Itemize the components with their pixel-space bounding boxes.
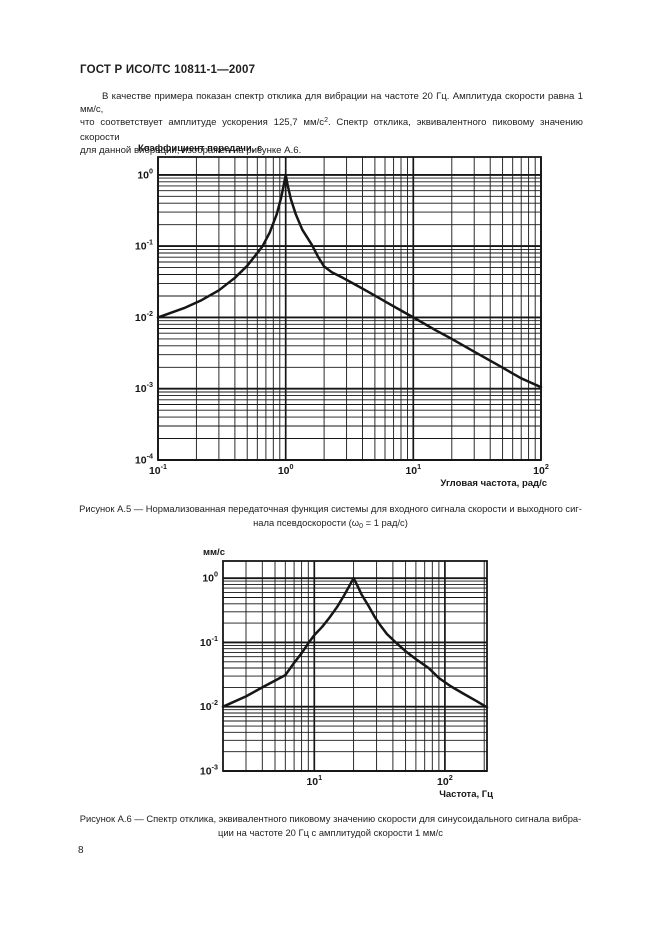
svg-text:100: 100: [278, 462, 294, 477]
svg-text:10-1: 10-1: [200, 634, 218, 649]
x-axis-title: Частота, Гц: [439, 789, 493, 800]
svg-text:10-1: 10-1: [149, 462, 167, 477]
svg-text:10-2: 10-2: [135, 309, 153, 324]
svg-text:101: 101: [405, 462, 421, 477]
plot-frame: [157, 156, 542, 461]
paragraph-line-1: В качестве примера показан спектр отклик…: [80, 91, 583, 116]
y-tick-labels: 100 10-1 10-2 10-3: [200, 570, 218, 778]
svg-text:10-2: 10-2: [200, 698, 218, 713]
x-tick-labels: 101 102: [306, 773, 452, 788]
grid-horizontal: [158, 173, 541, 461]
y-axis-title: Коэффициент передачи, с: [138, 143, 262, 154]
svg-text:10-3: 10-3: [135, 380, 153, 395]
figure-a6-plot: 101 102 100 10-1 10-2 10-3 мм/с Частота, Гц: [200, 547, 493, 800]
intro-paragraph: В качестве примера показан спектр отклик…: [80, 90, 583, 157]
superscript: 2: [324, 116, 328, 124]
page-number: 8: [78, 845, 84, 856]
x-axis-title: Угловая частота, рад/с: [440, 478, 547, 489]
svg-text:102: 102: [437, 773, 453, 788]
svg-text:10-3: 10-3: [200, 763, 218, 778]
caption-a5-line-2: нала псевдоскорости (ω0 = 1 рад/с): [253, 516, 408, 531]
y-axis-title: мм/с: [203, 547, 225, 558]
caption-a5-line-1: Рисунок А.5 — Нормализованная передаточн…: [79, 503, 582, 514]
svg-text:10-1: 10-1: [135, 238, 153, 253]
svg-text:100: 100: [202, 570, 218, 585]
plot-frame: [222, 560, 488, 772]
figure-a5-plot: 10-1 100 101 10210010-110-210-310-4Коэффици…: [135, 143, 549, 489]
grid-vertical: [157, 157, 542, 460]
response-curve: [221, 576, 489, 709]
paragraph-line-2: что соответствует амплитуде ускорения 12…: [80, 116, 583, 143]
subscript: 0: [359, 523, 364, 530]
caption-a6-line-1: Рисунок А.6 — Спектр отклика, эквивалент…: [79, 813, 582, 824]
paragraph-line-3: для данной вибрации, изображен на рисунк…: [80, 144, 302, 156]
svg-text:102: 102: [533, 462, 549, 477]
figure-a5-caption: Рисунок А.5 — Нормализованная передаточн…: [60, 502, 601, 531]
x-tick-labels: 10-1 100 101 102: [149, 462, 549, 477]
response-curve: [156, 173, 543, 389]
svg-text:100: 100: [137, 166, 153, 181]
svg-text:101: 101: [306, 773, 322, 788]
figure-a6-caption: Рисунок А.6 — Спектр отклика, эквивалент…: [60, 812, 601, 839]
doc-title: ГОСТ Р ИСО/ТС 10811-1—2007: [80, 64, 256, 76]
caption-a6-line-2: ции на частоте 20 Гц с амплитудой скорос…: [218, 826, 443, 838]
